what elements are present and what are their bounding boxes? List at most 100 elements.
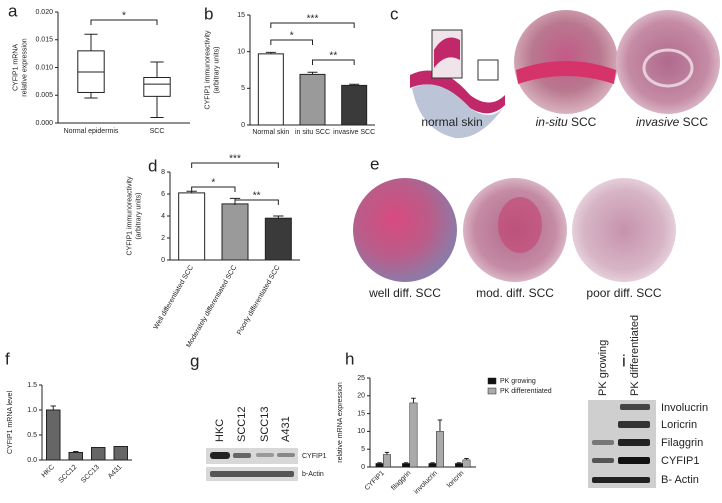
x-tick-label: Poorly differentiated SCC: [236, 264, 281, 336]
tissue: [410, 70, 505, 114]
x-tick-label: loricrin: [446, 470, 466, 490]
blot-strip: [206, 448, 298, 464]
whisker: [150, 96, 164, 118]
image-label: well diff. SCC: [368, 286, 441, 300]
panel-letter: f: [5, 349, 10, 368]
tissue-core: [616, 10, 720, 114]
bar: [91, 447, 106, 461]
significance-label: **: [253, 191, 261, 202]
nest: [642, 48, 694, 88]
band: [618, 421, 650, 428]
tissue-core: [572, 178, 676, 282]
bar: [341, 84, 368, 126]
bar: [428, 463, 437, 468]
legend-label: PK growing: [500, 378, 536, 385]
blot-i: [588, 400, 656, 488]
x-tick-label: SCC12: [58, 464, 79, 485]
y-tick-label: 15: [237, 12, 245, 19]
whisker: [84, 92, 98, 99]
panel-letter: g: [190, 351, 199, 370]
micrographs-e: [353, 178, 676, 282]
band-label: CYFIP1: [302, 453, 327, 460]
lane-label: HKC: [214, 419, 226, 442]
error-bar: [384, 451, 390, 455]
panel-letter: h: [345, 349, 354, 368]
y-tick-label: 10: [237, 49, 245, 56]
bar: [455, 463, 463, 468]
y-axis-label: CYFIP1 immunoreactivity: [204, 30, 211, 109]
whisker: [84, 33, 98, 51]
x-tick-label: SCC13: [80, 464, 101, 485]
image-label: mod. diff. SCC: [476, 286, 554, 300]
panel-letter: i: [622, 351, 626, 370]
lane-label: PK growing: [597, 340, 609, 396]
significance-bracket: [90, 19, 158, 25]
y-axis-label: (arbitrary units): [135, 192, 142, 239]
bar: [462, 459, 471, 468]
nest: [498, 197, 542, 253]
micrographs-c: [410, 10, 720, 139]
significance-label: *: [290, 31, 294, 42]
x-tick-label: CYFIP1: [364, 470, 386, 492]
y-axis-label: relative mRNA expression: [337, 382, 344, 463]
y-axis-label: CYFIP1 mRNA: [12, 44, 19, 91]
significance-bracket: [270, 39, 313, 45]
x-tick-label: filaggrin: [390, 470, 412, 492]
band: [618, 457, 650, 464]
bar: [436, 431, 444, 468]
band: [256, 453, 274, 457]
error-bar: [437, 419, 443, 432]
bar: [402, 463, 410, 468]
panel-letter: a: [8, 1, 18, 20]
panel-letter: d: [148, 156, 157, 175]
x-tick-label: SCC: [150, 128, 165, 135]
x-tick-label: in situ SCC: [295, 129, 330, 136]
tissue-core: [353, 178, 457, 282]
y-tick-label: 0.5: [27, 432, 37, 439]
lane-label: PK differentiated: [629, 315, 641, 396]
band: [210, 452, 230, 459]
y-axis-label: relative expression: [21, 38, 28, 96]
tissue: [412, 84, 503, 139]
image-label: normal skin: [421, 115, 482, 129]
band: [592, 477, 650, 483]
y-axis-label: CYFIP1 mRNA level: [7, 391, 14, 454]
x-tick-label: Well differentiated SCC: [153, 264, 195, 330]
image-label-italic: in-situ: [536, 115, 568, 129]
y-tick-label: 5: [361, 446, 365, 453]
y-tick-label: 15: [357, 410, 365, 417]
panel-letter: b: [204, 4, 213, 23]
significance-bracket: [270, 22, 355, 28]
panel-letter: e: [370, 154, 379, 173]
y-axis-label: (arbitrary units): [213, 46, 220, 93]
y-tick-label: 2: [161, 235, 165, 242]
y-tick-label: 0.0: [27, 457, 37, 464]
legend-swatch: [487, 377, 497, 385]
bar: [375, 463, 384, 468]
band-label: b-Actin: [302, 471, 324, 478]
y-tick-label: 6: [161, 191, 165, 198]
significance-label: *: [122, 11, 126, 22]
y-tick-label: 0: [361, 464, 365, 471]
y-tick-label: 25: [357, 375, 365, 382]
image-label: poor diff. SCC: [586, 286, 661, 300]
significance-label: **: [329, 51, 337, 62]
band: [210, 471, 294, 477]
image-label-text: SCC: [683, 115, 709, 129]
y-tick-label: 0.010: [35, 64, 53, 71]
x-tick-label: HKC: [41, 464, 56, 479]
error-bar: [50, 405, 56, 410]
epidermis: [516, 61, 616, 84]
y-tick-label: 0.020: [35, 9, 53, 16]
image-label-italic: invasive: [636, 115, 680, 129]
legend-label: PK differentiated: [500, 388, 552, 395]
band: [277, 453, 295, 457]
y-tick-label: 1.0: [27, 407, 37, 414]
band-label: Filaggrin: [661, 437, 703, 449]
significance-bracket: [191, 162, 279, 168]
box: [143, 76, 171, 97]
x-tick-label: involucrin: [413, 470, 439, 496]
image-label: in-situ SCC: [536, 115, 597, 129]
significance-bracket: [312, 59, 355, 65]
